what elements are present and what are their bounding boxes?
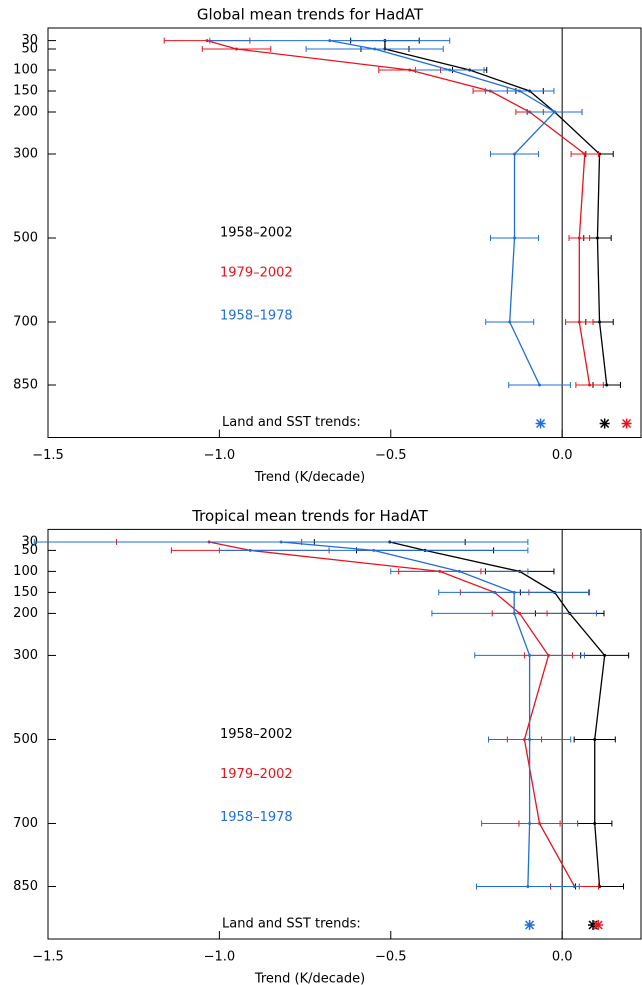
y-tick-label: 700: [13, 816, 38, 831]
y-tick-label: 850: [13, 378, 38, 393]
point: [512, 590, 516, 594]
x-tick-label: 0.0: [552, 448, 573, 463]
point: [205, 39, 209, 43]
surface-marker: [593, 920, 604, 930]
point: [603, 653, 607, 657]
plot-frame: [47, 27, 642, 438]
y-tick-label: 850: [13, 879, 38, 894]
surface-marker: [535, 418, 546, 429]
point: [457, 569, 461, 573]
x-tick-label: −1.5: [32, 448, 64, 463]
point: [235, 47, 239, 51]
chart-title: Global mean trends for HadAT: [197, 6, 424, 24]
y-tick-label: 300: [13, 147, 38, 162]
point: [408, 68, 412, 72]
y-tick-label: 100: [13, 564, 38, 579]
x-tick-label: −1.5: [32, 950, 64, 965]
x-tick-label: −0.5: [375, 448, 407, 463]
point: [577, 320, 581, 324]
x-tick-label: −1.0: [204, 950, 236, 965]
point: [372, 548, 376, 552]
profile-line: [208, 541, 576, 887]
y-tick-label: 30: [21, 33, 38, 48]
legend-label: 1958–2002: [220, 727, 293, 742]
y-tick-label: 500: [13, 231, 38, 246]
point: [448, 68, 452, 72]
x-tick-label: 0.0: [552, 950, 573, 965]
point: [518, 89, 522, 93]
point: [328, 39, 332, 43]
panel: Global mean trends for HadAT Trend (K/dec…: [13, 6, 642, 485]
legend-label: 1979–2002: [220, 767, 293, 782]
profile-line: [384, 40, 608, 386]
point: [373, 47, 377, 51]
x-axis-label: Trend (K/decade): [254, 972, 365, 985]
point: [593, 821, 597, 825]
y-tick-label: 50: [21, 543, 38, 558]
legend-label: 1958–2002: [220, 226, 293, 241]
panel: Tropical mean trends for HadAT Trend (K/d…: [13, 507, 642, 985]
surface-marker: [524, 920, 535, 930]
x-tick-label: −0.5: [375, 950, 407, 965]
profile-line: [281, 541, 531, 887]
y-tick-label: 200: [13, 606, 38, 621]
point: [583, 152, 587, 156]
profile-line: [206, 39, 591, 386]
surface-label: Land and SST trends:: [222, 917, 361, 932]
point: [512, 611, 516, 615]
point: [508, 320, 512, 324]
y-tick-label: 500: [13, 732, 38, 747]
y-tick-label: 150: [13, 585, 38, 600]
point: [595, 236, 599, 240]
point: [538, 383, 542, 387]
point: [553, 110, 557, 114]
point: [526, 884, 530, 888]
surface-marker: [599, 418, 610, 429]
y-tick-label: 50: [21, 42, 38, 57]
point: [279, 540, 283, 544]
point: [577, 236, 581, 240]
point: [513, 236, 517, 240]
y-tick-label: 100: [13, 63, 38, 78]
point: [598, 320, 602, 324]
profile-line: [329, 39, 556, 386]
chart-title: Tropical mean trends for HadAT: [191, 507, 428, 525]
point: [605, 383, 609, 387]
surface-label: Land and SST trends:: [222, 415, 361, 430]
point: [528, 821, 532, 825]
legend-label: 1958–1978: [220, 309, 293, 324]
point: [528, 737, 532, 741]
y-tick-label: 200: [13, 105, 38, 120]
point: [528, 653, 532, 657]
profile-line: [389, 541, 606, 887]
y-tick-label: 300: [13, 648, 38, 663]
y-tick-label: 30: [21, 535, 38, 550]
point: [593, 737, 597, 741]
point: [588, 383, 592, 387]
x-tick-label: −1.0: [204, 448, 236, 463]
surface-marker: [588, 920, 599, 930]
legend-label: 1958–1978: [220, 810, 293, 825]
y-tick-label: 150: [13, 84, 38, 99]
point: [513, 152, 517, 156]
plot-frame: [47, 528, 642, 940]
surface-marker: [621, 418, 632, 429]
y-tick-label: 700: [13, 315, 38, 330]
x-axis-label: Trend (K/decade): [254, 470, 365, 485]
legend-label: 1979–2002: [220, 266, 293, 281]
